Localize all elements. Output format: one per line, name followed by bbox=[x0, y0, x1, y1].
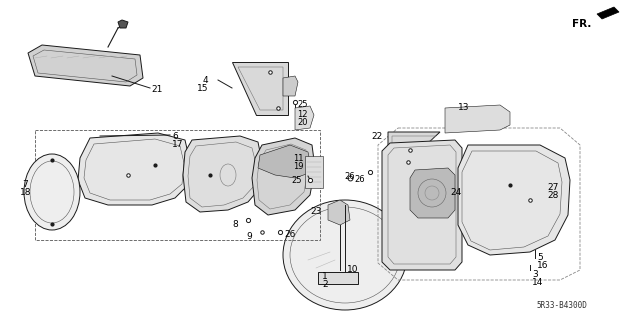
Text: 10: 10 bbox=[347, 265, 358, 274]
Bar bbox=[35, 130, 320, 240]
Text: FR.: FR. bbox=[572, 19, 591, 29]
Text: 7: 7 bbox=[22, 180, 28, 189]
Text: 14: 14 bbox=[532, 278, 543, 287]
Text: 3: 3 bbox=[532, 270, 538, 279]
Polygon shape bbox=[458, 145, 570, 255]
Text: 6: 6 bbox=[172, 132, 178, 141]
Polygon shape bbox=[283, 76, 298, 96]
Polygon shape bbox=[410, 168, 455, 218]
Text: 23: 23 bbox=[310, 207, 322, 216]
Text: 4: 4 bbox=[202, 76, 208, 85]
Text: 26: 26 bbox=[284, 230, 296, 239]
Text: 26: 26 bbox=[344, 172, 355, 181]
Polygon shape bbox=[118, 20, 128, 28]
Polygon shape bbox=[78, 133, 190, 205]
Text: 18: 18 bbox=[20, 188, 31, 197]
Text: 13: 13 bbox=[458, 103, 470, 112]
Polygon shape bbox=[232, 62, 288, 115]
Text: 27: 27 bbox=[547, 183, 558, 192]
Text: 25: 25 bbox=[291, 176, 302, 185]
Text: 24: 24 bbox=[450, 188, 461, 197]
Text: 1: 1 bbox=[322, 272, 328, 281]
Text: 22: 22 bbox=[372, 132, 383, 141]
Text: 11: 11 bbox=[294, 154, 304, 163]
Ellipse shape bbox=[24, 154, 80, 230]
Text: 20: 20 bbox=[297, 118, 307, 127]
Polygon shape bbox=[382, 140, 462, 270]
Text: 8: 8 bbox=[232, 220, 238, 229]
Text: 5: 5 bbox=[537, 253, 543, 262]
Polygon shape bbox=[28, 45, 143, 86]
Polygon shape bbox=[388, 132, 440, 180]
Text: 21: 21 bbox=[151, 85, 163, 94]
Polygon shape bbox=[258, 145, 312, 178]
Text: 12: 12 bbox=[297, 110, 307, 119]
Polygon shape bbox=[328, 200, 350, 225]
Polygon shape bbox=[183, 136, 262, 212]
Polygon shape bbox=[597, 7, 619, 19]
Text: 16: 16 bbox=[537, 261, 548, 270]
Text: 28: 28 bbox=[547, 191, 558, 200]
Text: 19: 19 bbox=[294, 162, 304, 171]
Polygon shape bbox=[295, 106, 314, 130]
Bar bbox=[305, 156, 323, 188]
Text: 15: 15 bbox=[196, 84, 208, 93]
Text: 2: 2 bbox=[322, 280, 328, 289]
Bar bbox=[318, 272, 358, 284]
Polygon shape bbox=[445, 105, 510, 133]
Text: 5R33-B4300D: 5R33-B4300D bbox=[536, 301, 588, 310]
Text: 9: 9 bbox=[246, 232, 252, 241]
Ellipse shape bbox=[283, 200, 407, 310]
Text: 17: 17 bbox=[172, 140, 184, 149]
Text: 26: 26 bbox=[354, 175, 365, 184]
Polygon shape bbox=[252, 138, 315, 215]
Text: 25: 25 bbox=[297, 100, 307, 109]
